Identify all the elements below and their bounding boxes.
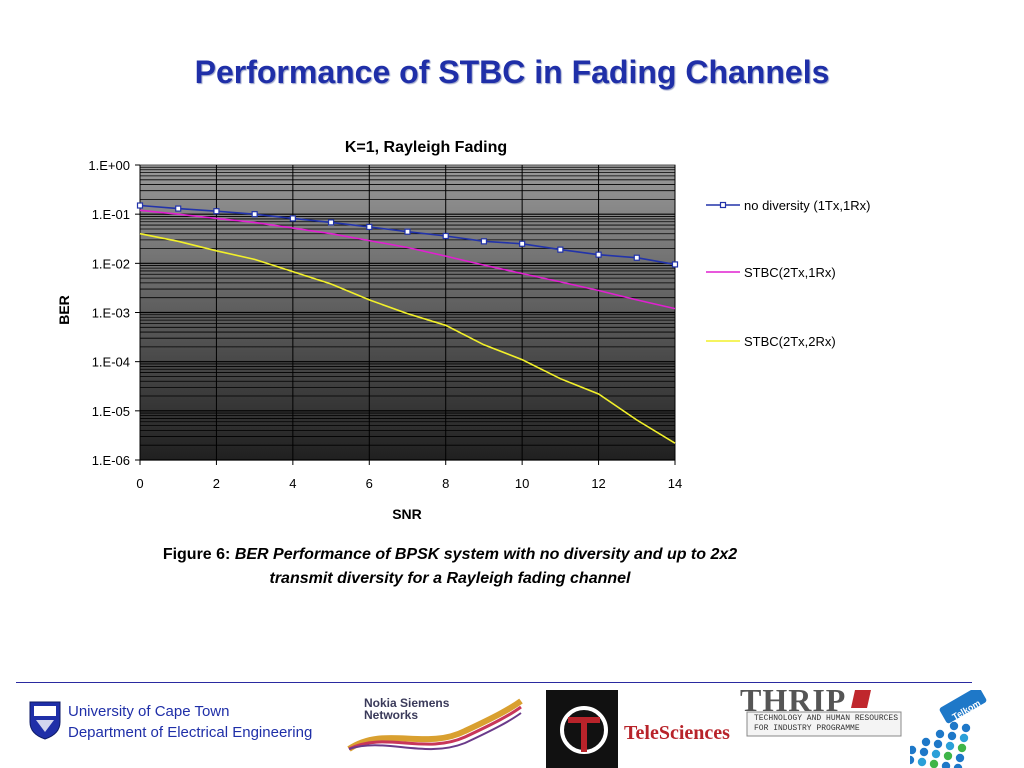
caption-text-2: transmit diversity for a Rayleigh fading… [269, 570, 631, 587]
chart-title: K=1, Rayleigh Fading [345, 139, 507, 156]
data-point-marker [633, 254, 640, 261]
uct-name: University of Cape Town [68, 703, 230, 720]
telkom-dot [933, 739, 943, 749]
legend-marker [719, 201, 727, 209]
x-tick-label: 12 [591, 476, 605, 491]
telkom-dot [919, 747, 929, 757]
x-axis-label: SNR [392, 506, 422, 522]
data-point-marker [442, 232, 449, 240]
y-tick-label: 1.E-01 [92, 207, 130, 222]
y-tick-label: 1.E-06 [92, 453, 130, 468]
legend-label: STBC(2Tx,2Rx) [744, 334, 836, 349]
x-tick-label: 8 [442, 476, 449, 491]
caption-prefix: Figure 6: [162, 546, 231, 563]
telkom-dot [957, 743, 967, 753]
telkom-dot [947, 731, 957, 741]
telkom-dot [910, 755, 915, 765]
data-point-marker [366, 223, 373, 231]
legend-label: no diversity (1Tx,1Rx) [744, 198, 870, 213]
telkom-dot [929, 759, 939, 768]
thrip-subtitle: TECHNOLOGY AND HUMAN RESOURCES FOR INDUS… [754, 714, 898, 734]
data-point-marker [595, 251, 602, 258]
caption-line-1: Figure 6: BER Performance of BPSK system… [60, 543, 840, 567]
y-tick-label: 1.E+00 [88, 158, 130, 173]
telkom-logo-icon: Telkom [910, 690, 987, 768]
data-point-marker [251, 211, 258, 218]
legend: no diversity (1Tx,1Rx) STBC(2Tx,1Rx) STBC(… [706, 198, 870, 349]
telkom-dot [943, 751, 953, 761]
caption-text-1: BER Performance of BPSK system with no d… [234, 546, 738, 563]
data-point-marker [671, 261, 679, 268]
telkom-dot [959, 733, 969, 743]
nsn-line-1: Nokia Siemens [364, 696, 450, 710]
nokia-siemens-wave-icon [347, 698, 523, 752]
uct-crest-icon [29, 701, 61, 740]
telesciences-logo-icon [546, 690, 618, 768]
telkom-dot [953, 763, 963, 768]
thrip-sub-line-1: TECHNOLOGY AND HUMAN RESOURCES [754, 714, 899, 723]
telkom-dot [949, 721, 959, 731]
x-tick-label: 6 [366, 476, 373, 491]
data-point-marker [289, 215, 296, 222]
x-tick-label: 14 [668, 476, 682, 491]
uct-logo-text: University of Cape Town Department of El… [68, 701, 312, 743]
thrip-logo-icon [746, 690, 902, 737]
data-point-marker [519, 240, 526, 247]
data-point-marker [213, 208, 220, 215]
y-axis-label: BER [56, 295, 72, 325]
nsn-line-2: Networks [364, 708, 419, 722]
legend-label: STBC(2Tx,1Rx) [744, 265, 836, 280]
slide-title: Performance of STBC in Fading Channels [194, 54, 830, 90]
x-tick-label: 2 [213, 476, 220, 491]
x-tick-label: 0 [136, 476, 143, 491]
y-tick-label: 1.E-04 [92, 355, 130, 370]
telkom-dot [935, 729, 945, 739]
figure-caption: Figure 6: BER Performance of BPSK system… [60, 543, 840, 591]
uct-department: Department of Electrical Engineering [68, 724, 313, 741]
data-point-marker [404, 228, 411, 235]
telkom-dot [945, 741, 955, 751]
x-tick-label: 10 [515, 476, 529, 491]
data-point-marker [136, 202, 144, 209]
series-line-2 [139, 209, 676, 310]
y-tick-label: 1.E-05 [92, 404, 130, 419]
data-point-marker [480, 238, 488, 245]
series-line-3 [139, 232, 676, 444]
series-layer [136, 202, 679, 444]
y-tick-label: 1.E-03 [92, 306, 130, 321]
data-point-marker [557, 246, 564, 253]
telkom-dot [910, 745, 917, 755]
telesciences-name: TeleSciences [624, 722, 730, 744]
y-tick-label: 1.E-02 [92, 256, 130, 271]
telkom-dot [917, 757, 927, 767]
nsn-logo-text: Nokia Siemens Networks [364, 697, 449, 721]
telkom-dot [921, 737, 931, 747]
thrip-name: THRIP [740, 682, 847, 718]
telkom-dot [931, 749, 941, 759]
x-tick-label: 4 [289, 476, 296, 491]
telkom-dot [941, 761, 951, 768]
footer-divider [16, 682, 972, 683]
data-point-marker [175, 205, 182, 212]
axis-layer: 0 2 4 6 8 10 12 14 1.E+00 1.E-01 1.E-02 1.E-03 1.E-0… [88, 158, 682, 491]
ber-chart: K=1, Rayleigh Fading 0 2 4 6 8 10 12 14 1.E+00 1.… [56, 139, 870, 522]
telkom-dot [961, 723, 971, 733]
telkom-dot [955, 753, 965, 763]
data-point-marker [327, 219, 335, 226]
thrip-sub-line-2: FOR INDUSTRY PROGRAMME [754, 724, 860, 733]
